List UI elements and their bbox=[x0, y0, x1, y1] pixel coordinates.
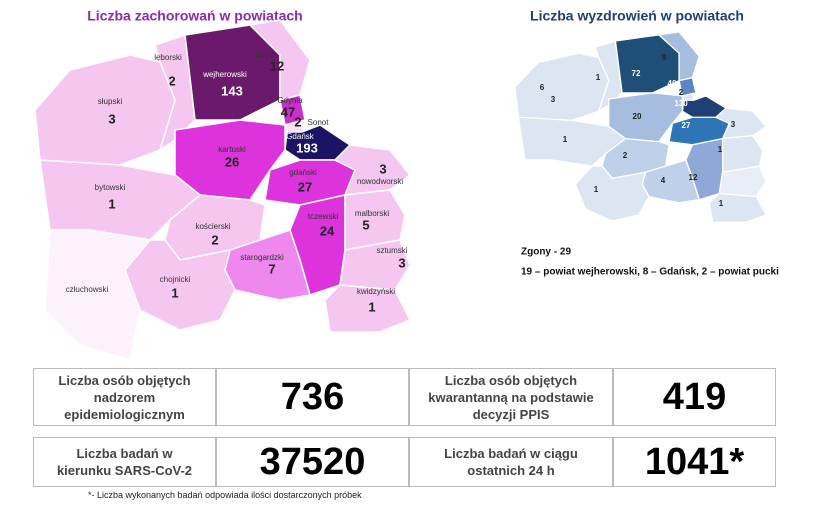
district bbox=[324, 284, 412, 333]
case-count: 143 bbox=[221, 83, 243, 98]
district bbox=[678, 76, 697, 97]
district bbox=[721, 134, 764, 173]
district bbox=[34, 54, 176, 171]
case-count: 5 bbox=[362, 217, 369, 232]
recovered-count: 4 bbox=[661, 176, 666, 185]
district bbox=[279, 94, 306, 126]
deaths: Zgony - 29 bbox=[521, 247, 571, 258]
district-name: wejherowski bbox=[202, 70, 247, 79]
left-map-title: Liczba zachorowań w powiatach bbox=[87, 8, 302, 24]
case-count: 12 bbox=[270, 58, 284, 73]
district-name: lęborski bbox=[154, 53, 182, 62]
recovered-count: 1 bbox=[719, 199, 724, 208]
recovered-count: 1 bbox=[563, 135, 568, 144]
district-name: nowodworski bbox=[357, 177, 403, 186]
district-name: tczewski bbox=[308, 212, 338, 221]
recovered-count: 1 bbox=[594, 185, 599, 194]
district-name: starogardzki bbox=[240, 253, 284, 262]
district bbox=[333, 144, 412, 196]
case-count: 3 bbox=[379, 161, 386, 176]
recovered-count: 27 bbox=[682, 121, 691, 130]
table-label: Liczba badań w ciągu ostatnich 24 h bbox=[409, 437, 613, 487]
district bbox=[714, 107, 768, 140]
district bbox=[708, 192, 768, 223]
case-count: 3 bbox=[108, 111, 115, 126]
district-name: kartuski bbox=[218, 145, 246, 154]
table-value: 1041* bbox=[613, 437, 776, 487]
case-count: 3 bbox=[398, 255, 405, 270]
recovered-count: 40 bbox=[668, 79, 677, 88]
district-name: malborski bbox=[355, 209, 389, 218]
district bbox=[718, 165, 767, 198]
case-count: 2 bbox=[211, 232, 218, 247]
case-count: 26 bbox=[225, 154, 239, 169]
deaths-detail: 19 – powiat wejherowski, 8 – Gdańsk, 2 –… bbox=[521, 267, 779, 278]
recovered-count: 130 bbox=[674, 99, 688, 108]
maps: Liczba zachorowań w powiatach Liczba wyz… bbox=[34, 8, 779, 361]
district-name: Gdynia bbox=[277, 96, 303, 105]
district bbox=[339, 239, 411, 291]
recovered-count: 2 bbox=[623, 151, 628, 160]
case-count: 1 bbox=[171, 285, 178, 300]
district-name: kwidzyński bbox=[357, 287, 395, 296]
recovered-count: 2 bbox=[679, 88, 684, 97]
recovered-count: 9 bbox=[662, 53, 667, 62]
case-count: 47 bbox=[281, 104, 295, 119]
district bbox=[514, 52, 610, 125]
district-name: gdański bbox=[289, 168, 317, 177]
table-label: Liczba osób objętych kwarantanną na pods… bbox=[409, 368, 613, 426]
case-count: 1 bbox=[108, 196, 115, 211]
table-value: 419 bbox=[613, 368, 776, 426]
case-count: 1 bbox=[368, 299, 375, 314]
recovered-count: 3 bbox=[731, 120, 736, 129]
case-count: 24 bbox=[320, 223, 335, 238]
case-count: 7 bbox=[268, 261, 275, 276]
recovered-count: 1 bbox=[718, 145, 723, 154]
district-name: chojnicki bbox=[160, 275, 191, 284]
table-value: 736 bbox=[216, 368, 409, 426]
recovered-count: 1 bbox=[596, 73, 601, 82]
case-count: 2 bbox=[294, 114, 301, 129]
left-map: lęborski2wejherowski143pucki12Słupsk6słu… bbox=[34, 19, 412, 361]
case-count: 193 bbox=[296, 140, 318, 155]
case-count: 27 bbox=[298, 179, 312, 194]
table-label: Liczba badań w kierunku SARS-CoV-2 bbox=[33, 437, 216, 487]
district bbox=[44, 229, 152, 361]
district-name: człuchowski bbox=[66, 285, 109, 294]
right-map-title: Liczba wyzdrowień w powiatach bbox=[530, 8, 744, 24]
footnote: *- Liczba wykonanych badań odpowiada ilo… bbox=[88, 490, 362, 500]
recovered-count: 12 bbox=[689, 173, 698, 182]
recovered-count: 20 bbox=[633, 112, 642, 121]
district-name: Sopot bbox=[308, 118, 330, 127]
district bbox=[520, 159, 594, 241]
district-name: Gdańsk bbox=[286, 132, 315, 141]
right-map bbox=[514, 31, 768, 241]
recovered-count: 6 bbox=[540, 83, 545, 92]
district-name: kościerski bbox=[195, 222, 230, 231]
case-count: 2 bbox=[168, 73, 175, 88]
district bbox=[344, 189, 406, 251]
district-name: słupski bbox=[98, 97, 123, 106]
recovered-count: 3 bbox=[551, 95, 556, 104]
recovered-count: 72 bbox=[632, 69, 641, 78]
district-name: bytowski bbox=[95, 183, 126, 192]
table-value: 37520 bbox=[216, 437, 409, 487]
district-name: sztumski bbox=[376, 246, 407, 255]
table-label: Liczba osób objętych nadzorem epidemiolo… bbox=[33, 368, 216, 426]
district-name: pucki bbox=[256, 50, 275, 59]
